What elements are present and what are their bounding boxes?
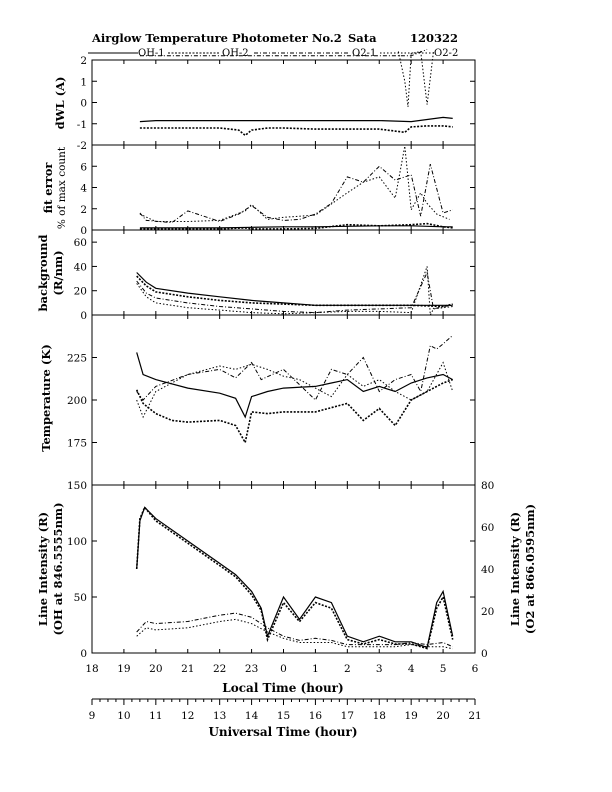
- y-tick-label: 2: [80, 55, 87, 67]
- y2-tick-label: 60: [481, 522, 494, 534]
- x-tick-label-local: 4: [408, 663, 415, 675]
- series-line-oh1: [136, 272, 453, 306]
- series-line-o22: [139, 146, 450, 222]
- axis-ticks: 210-1-2642060402002252001751501005008060…: [67, 55, 494, 722]
- series-line-o21: [136, 335, 454, 401]
- series-line-oh2: [139, 125, 453, 137]
- ylabel-fit-error-unit: % of max count: [56, 146, 68, 229]
- chart-title: Airglow Temperature Photometer No.2: [91, 31, 342, 45]
- series-line-o22: [136, 618, 453, 650]
- x-tick-label-local: 3: [376, 663, 383, 675]
- ylabel-background: background: [36, 235, 50, 312]
- panel-background: [91, 229, 476, 316]
- ylabel-intensity-oh-unit: (OH at 846.5555nm): [51, 502, 65, 635]
- series-line-oh1: [139, 116, 453, 123]
- x-tick-label-ut: 15: [277, 710, 290, 722]
- x-tick-label-ut: 20: [436, 710, 449, 722]
- series-line-o21: [136, 270, 453, 314]
- y2label-intensity-o2: Line Intensity (R): [508, 512, 522, 626]
- series-line-oh2: [136, 275, 453, 308]
- x-tick-label-ut: 9: [89, 710, 96, 722]
- x-tick-label-local: 20: [149, 663, 162, 675]
- y-tick-label: 0: [80, 225, 87, 237]
- y-tick-label: 4: [80, 183, 87, 195]
- x-tick-label-ut: 14: [245, 710, 259, 722]
- x-tick-label-local: 19: [117, 663, 130, 675]
- series-line-o22: [136, 266, 453, 317]
- legend: OH-1 OH-2 O2-1 O2-2: [88, 48, 458, 59]
- x-tick-label-ut: 18: [373, 710, 386, 722]
- ylabel-fit-error: fit error: [41, 162, 55, 214]
- series-line-o21: [139, 48, 428, 57]
- y-tick-label: 225: [67, 353, 87, 365]
- legend-label-oh1: OH-1: [138, 48, 165, 59]
- x-tick-label-ut: 10: [117, 710, 130, 722]
- x-tick-label-local: 6: [472, 663, 479, 675]
- y-tick-label: 150: [67, 480, 87, 492]
- x-tick-label-local: 18: [85, 663, 98, 675]
- series-line-o21: [136, 612, 453, 648]
- ylabel-dwl: dWL (A): [53, 77, 67, 130]
- y-tick-label: 0: [80, 310, 87, 322]
- legend-label-o21: O2-1: [352, 48, 376, 59]
- x-tick-label-local: 5: [440, 663, 447, 675]
- series-line-oh2: [135, 378, 453, 445]
- legend-label-oh2: OH-2: [222, 48, 249, 59]
- y-tick-label: 2: [80, 204, 87, 216]
- y-tick-label: 0: [80, 98, 87, 110]
- x-tick-label-ut: 21: [468, 710, 481, 722]
- x-tick-label-local: 0: [280, 663, 287, 675]
- panel-line-intensity: [91, 484, 476, 654]
- x-tick-label-ut: 13: [213, 710, 226, 722]
- data-series: [135, 48, 454, 650]
- y-tick-label: 20: [74, 286, 87, 298]
- y-tick-label: 1: [80, 76, 87, 88]
- xlabel-universal-time: Universal Time (hour): [208, 725, 357, 739]
- panel-temperature: [91, 314, 476, 486]
- y-tick-label: 0: [80, 648, 87, 660]
- y-tick-label: 50: [74, 592, 87, 604]
- ylabel-intensity-oh: Line Intensity (R): [36, 512, 50, 626]
- series-line-oh2: [135, 505, 454, 650]
- y2-tick-label: 80: [481, 480, 494, 492]
- x-tick-label-ut: 12: [181, 710, 194, 722]
- x-tick-label-ut: 19: [404, 710, 417, 722]
- date-label: 120322: [410, 31, 458, 45]
- site-name: Sata: [348, 31, 377, 45]
- series-line-o22: [136, 361, 454, 419]
- x-tick-label-ut: 11: [149, 710, 162, 722]
- y2-tick-label: 0: [481, 648, 488, 660]
- y2label-intensity-o2-unit: (O2 at 866.0595nm): [523, 504, 537, 634]
- series-line-oh1: [136, 352, 453, 419]
- x-tick-label-local: 2: [344, 663, 351, 675]
- y-tick-label: 40: [74, 261, 87, 273]
- panel-dwl: [91, 59, 476, 146]
- y-tick-label: 200: [67, 395, 87, 407]
- x-tick-label-local: 23: [245, 663, 258, 675]
- y-tick-label: 100: [67, 536, 87, 548]
- x-tick-label-local: 21: [181, 663, 194, 675]
- y-tick-label: 60: [74, 237, 87, 249]
- series-line-oh2: [139, 222, 453, 230]
- x-tick-label-ut: 17: [341, 710, 354, 722]
- series-line-oh1: [139, 225, 453, 229]
- y-tick-label: -1: [77, 119, 87, 131]
- y-tick-label: -2: [77, 140, 87, 152]
- y-tick-label: 175: [67, 438, 87, 450]
- y-tick-label: 6: [80, 161, 87, 173]
- series-line-oh1: [136, 506, 454, 649]
- ylabel-background-unit: (R/nm): [51, 250, 65, 295]
- legend-label-o22: O2-2: [434, 48, 458, 59]
- ylabel-temperature: Temperature (K): [39, 344, 53, 452]
- y2-tick-label: 40: [481, 564, 494, 576]
- y2-tick-label: 20: [481, 606, 494, 618]
- xlabel-local-time: Local Time (hour): [222, 681, 343, 695]
- x-tick-label-local: 1: [312, 663, 319, 675]
- series-line-o21: [139, 163, 453, 224]
- series-line-o22: [397, 50, 434, 107]
- x-tick-label-ut: 16: [309, 710, 323, 722]
- x-tick-label-local: 22: [213, 663, 226, 675]
- panel-fit-error: [91, 144, 476, 231]
